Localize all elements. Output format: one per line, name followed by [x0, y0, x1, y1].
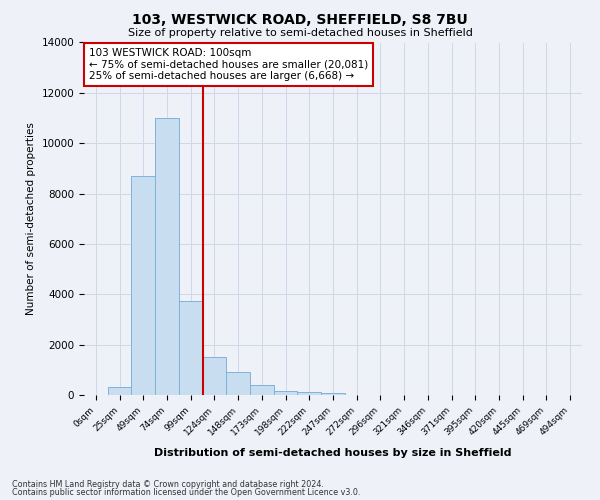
Bar — [226, 372, 250, 395]
Bar — [108, 388, 131, 395]
Bar — [250, 385, 274, 395]
Bar — [155, 118, 179, 395]
Bar — [274, 391, 298, 395]
Bar — [179, 300, 203, 395]
Bar — [203, 357, 226, 395]
Text: 103, WESTWICK ROAD, SHEFFIELD, S8 7BU: 103, WESTWICK ROAD, SHEFFIELD, S8 7BU — [132, 12, 468, 26]
Text: Size of property relative to semi-detached houses in Sheffield: Size of property relative to semi-detach… — [128, 28, 472, 38]
Bar — [321, 393, 345, 395]
Y-axis label: Number of semi-detached properties: Number of semi-detached properties — [26, 122, 36, 315]
Bar — [298, 392, 321, 395]
Text: Contains HM Land Registry data © Crown copyright and database right 2024.: Contains HM Land Registry data © Crown c… — [12, 480, 324, 489]
X-axis label: Distribution of semi-detached houses by size in Sheffield: Distribution of semi-detached houses by … — [154, 448, 512, 458]
Text: Contains public sector information licensed under the Open Government Licence v3: Contains public sector information licen… — [12, 488, 361, 497]
Text: 103 WESTWICK ROAD: 100sqm
← 75% of semi-detached houses are smaller (20,081)
25%: 103 WESTWICK ROAD: 100sqm ← 75% of semi-… — [89, 48, 368, 81]
Bar — [131, 176, 155, 395]
